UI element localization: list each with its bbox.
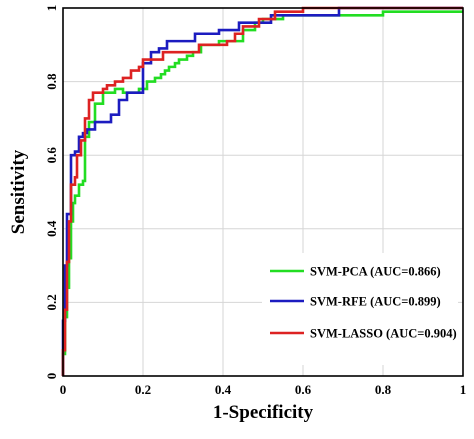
y-tick-label: 0.2 bbox=[44, 294, 59, 310]
x-tick-label: 0.8 bbox=[375, 382, 392, 397]
x-axis-title: 1-Specificity bbox=[213, 402, 314, 423]
y-tick-label: 0.4 bbox=[44, 220, 59, 237]
series-line-2 bbox=[61, 6, 463, 376]
x-tick-label: 0.6 bbox=[295, 382, 312, 397]
y-tick-label: 0 bbox=[44, 373, 59, 380]
y-axis-title: Sensitivity bbox=[8, 149, 29, 234]
legend-label-1: SVM-PCA (AUC=0.866) bbox=[310, 265, 441, 279]
x-tick-label: 0 bbox=[60, 382, 67, 397]
series-layer bbox=[61, 6, 463, 376]
x-tick-label: 0.4 bbox=[215, 382, 232, 397]
legend: SVM-PCA (AUC=0.866) SVM-RFE (AUC=0.899) SV… bbox=[262, 253, 458, 365]
x-tick-label: 1 bbox=[460, 382, 467, 397]
legend-label-2: SVM-RFE (AUC=0.899) bbox=[310, 295, 441, 309]
series-line-3 bbox=[61, 6, 463, 376]
x-tick-label: 0.2 bbox=[135, 382, 151, 397]
y-tick-label: 0.6 bbox=[44, 147, 59, 164]
y-tick-label: 1 bbox=[44, 5, 59, 12]
legend-label-3: SVM-LASSO (AUC=0.904) bbox=[310, 327, 457, 341]
tick-labels: 0 0.2 0.4 0.6 0.8 1 0 0.2 0.4 0.6 0.8 1 bbox=[44, 5, 466, 397]
y-tick-label: 0.8 bbox=[44, 73, 59, 90]
plot-frame bbox=[62, 7, 464, 377]
